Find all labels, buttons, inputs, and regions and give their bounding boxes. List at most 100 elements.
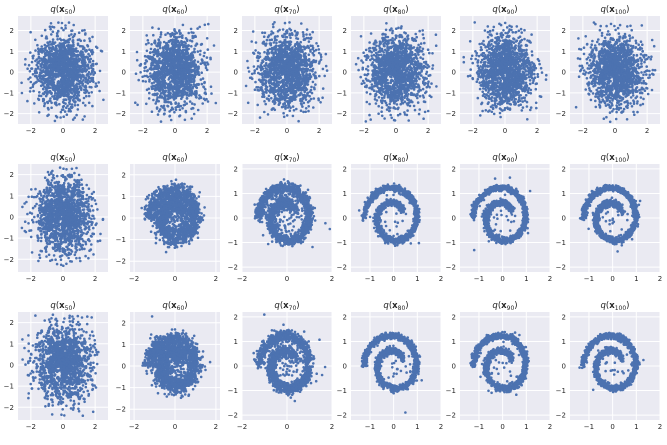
scatter-point (145, 88, 149, 92)
scatter-point (173, 75, 176, 79)
scatter-point (280, 60, 284, 64)
scatter-point (60, 38, 63, 42)
scatter-point (177, 61, 181, 65)
scatter-point (291, 86, 294, 89)
scatter-point (166, 94, 170, 97)
scatter-point (288, 32, 292, 36)
scatter-point (190, 93, 193, 97)
scatter-point (174, 50, 178, 53)
scatter-point (53, 94, 56, 97)
scatter-point (50, 52, 53, 56)
scatter-point (145, 102, 148, 106)
scatter-point (280, 54, 284, 57)
scatter-point (199, 62, 203, 65)
scatter-point (272, 83, 276, 86)
scatter-point (63, 110, 67, 113)
scatter-point (188, 61, 191, 65)
scatter-point (270, 60, 274, 63)
scatter-point (309, 65, 312, 69)
scatter-point (291, 64, 295, 67)
scatter-point (57, 53, 60, 56)
scatter-point (194, 95, 198, 99)
scatter-point (152, 53, 156, 57)
scatter-point (77, 59, 81, 63)
scatter-point (51, 81, 54, 85)
scatter-point (281, 78, 285, 82)
scatter-point (279, 92, 283, 95)
scatter-point (39, 80, 42, 83)
scatter-point (83, 67, 86, 71)
scatter-point (274, 61, 277, 65)
scatter-point (293, 98, 297, 101)
subplot-title: q(x60) (162, 5, 187, 16)
scatter-point (261, 78, 265, 81)
scatter-point (321, 96, 324, 99)
scatter-point (70, 103, 74, 106)
scatter-point (300, 82, 303, 86)
scatter-point (55, 115, 59, 119)
scatter-point (272, 41, 276, 44)
scatter-point (279, 64, 283, 67)
scatter-point (163, 99, 167, 102)
scatter-point (273, 100, 276, 103)
scatter-point (276, 48, 280, 51)
scatter-point (300, 62, 303, 65)
scatter-point (49, 97, 52, 100)
scatter-point (91, 35, 94, 39)
scatter-point (305, 81, 308, 85)
scatter-point (69, 46, 73, 50)
scatter-point (45, 59, 49, 62)
scatter-point (48, 86, 52, 89)
scatter-point (263, 50, 266, 54)
scatter-point (186, 88, 189, 91)
scatter-point (196, 108, 200, 112)
scatter-point (180, 77, 183, 80)
scatter-point (293, 44, 297, 48)
scatter-point (174, 30, 177, 33)
scatter-point (303, 90, 307, 94)
scatter-point (74, 57, 77, 60)
scatter-point (162, 80, 166, 83)
scatter-point (32, 82, 36, 85)
y-tick-label: 2 (234, 27, 238, 35)
scatter-point (317, 48, 321, 51)
scatter-point (299, 40, 303, 44)
scatter-point (60, 26, 63, 30)
scatter-point (149, 72, 152, 75)
scatter-point (281, 70, 285, 73)
scatter-point (163, 85, 167, 89)
scatter-point (262, 95, 266, 99)
scatter-point (71, 57, 74, 60)
scatter-point (173, 61, 176, 64)
scatter-point (159, 83, 162, 87)
scatter-point (156, 70, 159, 74)
scatter-point (69, 105, 73, 109)
scatter-point (78, 57, 82, 61)
scatter-point (305, 88, 309, 91)
scatter-point (269, 71, 273, 75)
scatter-point (288, 104, 291, 108)
scatter-point (311, 30, 315, 34)
scatter-point (40, 49, 44, 53)
scatter-point (60, 43, 64, 47)
scatter-point (158, 57, 161, 60)
scatter-point (150, 74, 154, 78)
scatter-point (293, 96, 297, 99)
scatter-point (71, 95, 74, 99)
scatter-point (171, 45, 175, 48)
scatter-point (161, 46, 165, 49)
scatter-point (311, 80, 315, 84)
scatter-point (89, 73, 92, 76)
scatter-point (254, 41, 258, 44)
scatter-point (58, 73, 61, 77)
scatter-point (67, 21, 71, 24)
scatter-point (251, 30, 255, 33)
scatter-point (193, 66, 197, 69)
scatter-point (206, 100, 210, 103)
scatter-point (272, 69, 275, 72)
scatter-point (183, 100, 186, 103)
scatter-point (176, 85, 179, 89)
scatter-point (66, 104, 69, 108)
scatter-point (203, 23, 207, 27)
